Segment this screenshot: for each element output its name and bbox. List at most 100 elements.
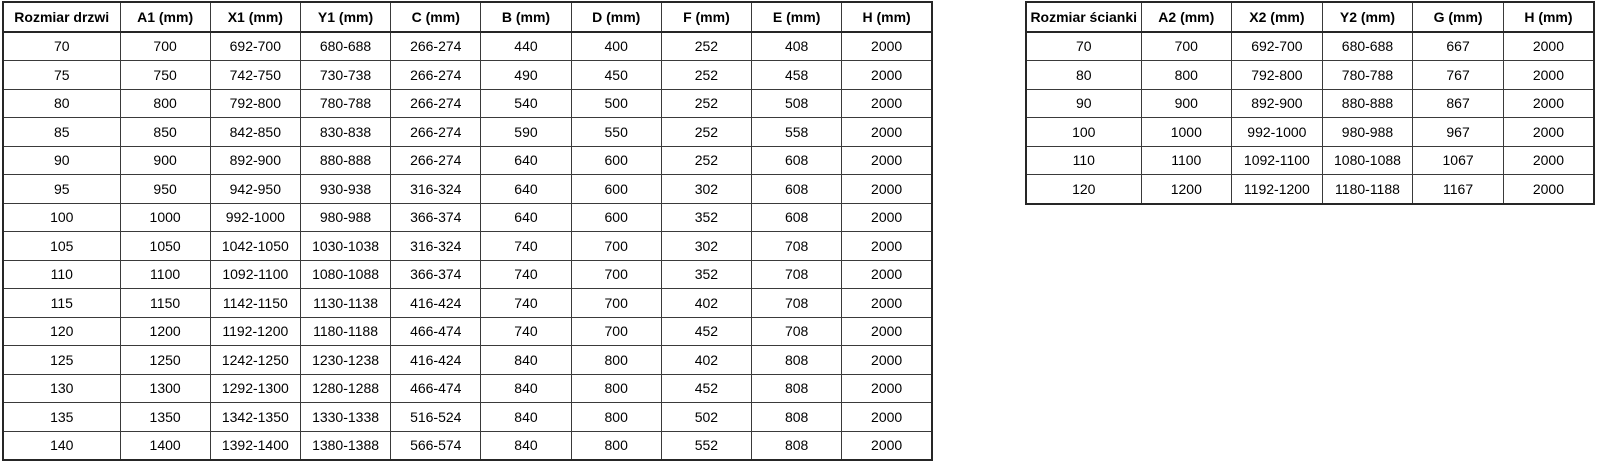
header-cell: H (mm) [1502,1,1595,33]
table-cell: 120 [1025,174,1142,204]
table-cell: 316-324 [390,174,482,204]
table-cell: 1000 [119,202,211,232]
table-cell: 2000 [1502,174,1595,204]
table-cell: 780-788 [299,88,392,118]
table-cell: 500 [570,88,662,118]
table-cell: 252 [660,145,753,175]
table-cell: 800 [570,402,662,432]
table-cell: 708 [751,231,843,261]
table-cell: 352 [660,202,753,232]
table-cell: 880-888 [299,145,392,175]
table-cell: 692-700 [209,31,301,61]
table-cell: 808 [751,345,843,375]
table-cell: 2000 [841,259,933,289]
door-sizes-table: Rozmiar drzwi A1 (mm) X1 (mm) Y1 (mm) C (mm)… [2,1,933,461]
table-cell: 502 [660,402,753,432]
table-cell: 1292-1300 [209,373,301,403]
table-cell: 608 [751,145,843,175]
table-cell: 416-424 [390,345,482,375]
table-cell: 550 [570,117,662,147]
table-row: 130 1300 1292-1300 1280-1288 466-474 840 800 45… [2,373,933,403]
table-cell: 508 [751,88,843,118]
table-cell: 608 [751,202,843,232]
table-cell: 2000 [841,31,933,61]
table-cell: 266-274 [390,60,482,90]
table-cell: 808 [751,373,843,403]
table-cell: 1380-1388 [299,430,392,461]
table-cell: 402 [660,345,753,375]
table-cell: 2000 [1502,117,1595,147]
table-cell: 1180-1188 [299,316,392,346]
table-cell: 1192-1200 [1231,174,1323,204]
table-cell: 352 [660,259,753,289]
table-cell: 750 [119,60,211,90]
header-cell: X2 (mm) [1231,1,1323,33]
table-row: 120 1200 1192-1200 1180-1188 1167 2000 [1025,174,1595,204]
table-cell: 740 [480,316,572,346]
table-cell: 2000 [1502,145,1595,175]
header-cell: B (mm) [480,1,572,33]
table-cell: 742-750 [209,60,301,90]
table-row: 80 800 792-800 780-788 767 2000 [1025,60,1595,90]
table-cell: 600 [570,174,662,204]
table-cell: 740 [480,259,572,289]
table-cell: 80 [1025,60,1142,90]
table-cell: 808 [751,430,843,461]
wall-sizes-table: Rozmiar ścianki A2 (mm) X2 (mm) Y2 (mm) G (m… [1025,1,1595,205]
table-cell: 90 [2,145,121,175]
table-cell: 2000 [841,373,933,403]
header-cell: A2 (mm) [1140,1,1233,33]
table-cell: 2000 [841,316,933,346]
table-row: 140 1400 1392-1400 1380-1388 566-574 840 800 55… [2,430,933,461]
table-cell: 1192-1200 [209,316,301,346]
table-cell: 2000 [841,145,933,175]
table-cell: 2000 [841,174,933,204]
table-cell: 1050 [119,231,211,261]
table-cell: 70 [2,31,121,61]
table-cell: 90 [1025,88,1142,118]
table-cell: 266-274 [390,31,482,61]
table-cell: 992-1000 [1231,117,1323,147]
table-cell: 967 [1412,117,1504,147]
table-row: 80 800 792-800 780-788 266-274 540 500 252 508 20… [2,88,933,118]
table-cell: 2000 [841,60,933,90]
table-cell: 1242-1250 [209,345,301,375]
table-cell: 1150 [119,288,211,318]
table-cell: 558 [751,117,843,147]
table-cell: 125 [2,345,121,375]
table-cell: 590 [480,117,572,147]
header-cell: E (mm) [751,1,843,33]
table-cell: 1200 [1140,174,1233,204]
table-cell: 252 [660,31,753,61]
table-cell: 266-274 [390,145,482,175]
table-cell: 1167 [1412,174,1504,204]
table-cell: 700 [570,231,662,261]
table-row: 120 1200 1192-1200 1180-1188 466-474 740 700 45… [2,316,933,346]
table-cell: 366-374 [390,202,482,232]
table-cell: 900 [1140,88,1233,118]
table-row: 115 1150 1142-1150 1130-1138 416-424 740 700 40… [2,288,933,318]
table-cell: 680-688 [1321,31,1414,61]
table-row: 90 900 892-900 880-888 266-274 640 600 252 608 20… [2,145,933,175]
table-cell: 892-900 [209,145,301,175]
table-cell: 2000 [841,88,933,118]
header-cell: C (mm) [390,1,482,33]
table-cell: 800 [570,345,662,375]
table-cell: 942-950 [209,174,301,204]
table-cell: 466-474 [390,316,482,346]
table-cell: 566-574 [390,430,482,461]
table-cell: 700 [570,288,662,318]
table-cell: 1092-1100 [1231,145,1323,175]
table-cell: 800 [570,430,662,461]
table-cell: 780-788 [1321,60,1414,90]
table-cell: 1180-1188 [1321,174,1414,204]
table-cell: 1342-1350 [209,402,301,432]
table-cell: 740 [480,231,572,261]
table-cell: 640 [480,174,572,204]
table-cell: 867 [1412,88,1504,118]
table-cell: 1400 [119,430,211,461]
table-cell: 466-474 [390,373,482,403]
table-cell: 800 [119,88,211,118]
table-cell: 1100 [1140,145,1233,175]
table-cell: 452 [660,316,753,346]
